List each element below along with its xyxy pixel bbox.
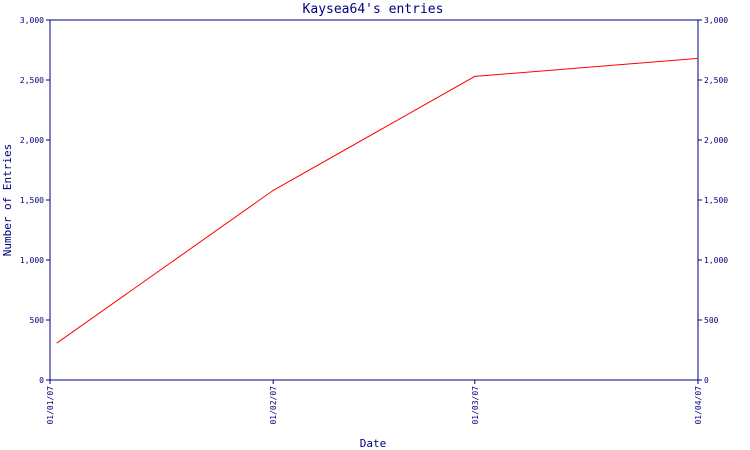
data-point	[56, 342, 58, 344]
y-tick-label-right: 1,500	[704, 196, 728, 205]
y-tick-label-right: 2,000	[704, 136, 728, 145]
x-tick-label: 01/04/07	[694, 386, 703, 425]
x-axis: 01/01/07 01/02/07 01/03/07 01/04/07	[46, 380, 703, 425]
data-point	[697, 57, 699, 60]
y-tick-label-left: 1,500	[20, 196, 44, 205]
y-tick-label-left: 2,000	[20, 136, 44, 145]
x-tick-label: 01/02/07	[269, 386, 278, 425]
y-tick-label-left: 3,000	[20, 16, 44, 25]
y-axis-label: Number of Entries	[1, 144, 14, 257]
y-tick-label-left: 1,000	[20, 256, 44, 265]
data-point	[474, 75, 476, 77]
x-axis-label: Date	[360, 437, 387, 450]
plot-frame	[49, 19, 699, 381]
y-tick-label-left: 0	[39, 376, 44, 385]
series-line-0	[56, 57, 699, 344]
y-tick-label-right: 500	[704, 316, 719, 325]
data-point	[272, 189, 274, 191]
y-axis-right: 0 500 1,000 1,500 2,000 2,500 3,000	[698, 16, 728, 385]
x-tick-label: 01/03/07	[471, 386, 480, 425]
y-tick-label-right: 1,000	[704, 256, 728, 265]
y-tick-label-right: 0	[704, 376, 709, 385]
y-tick-label-right: 3,000	[704, 16, 728, 25]
chart-title: Kaysea64's entries	[303, 2, 444, 17]
series-layer	[56, 57, 699, 344]
y-axis-left: 0 500 1,000 1,500 2,000 2,500 3,000	[20, 16, 50, 385]
y-tick-label-left: 500	[30, 316, 45, 325]
x-tick-label: 01/01/07	[46, 386, 55, 425]
y-tick-label-right: 2,500	[704, 76, 728, 85]
y-tick-label-left: 2,500	[20, 76, 44, 85]
